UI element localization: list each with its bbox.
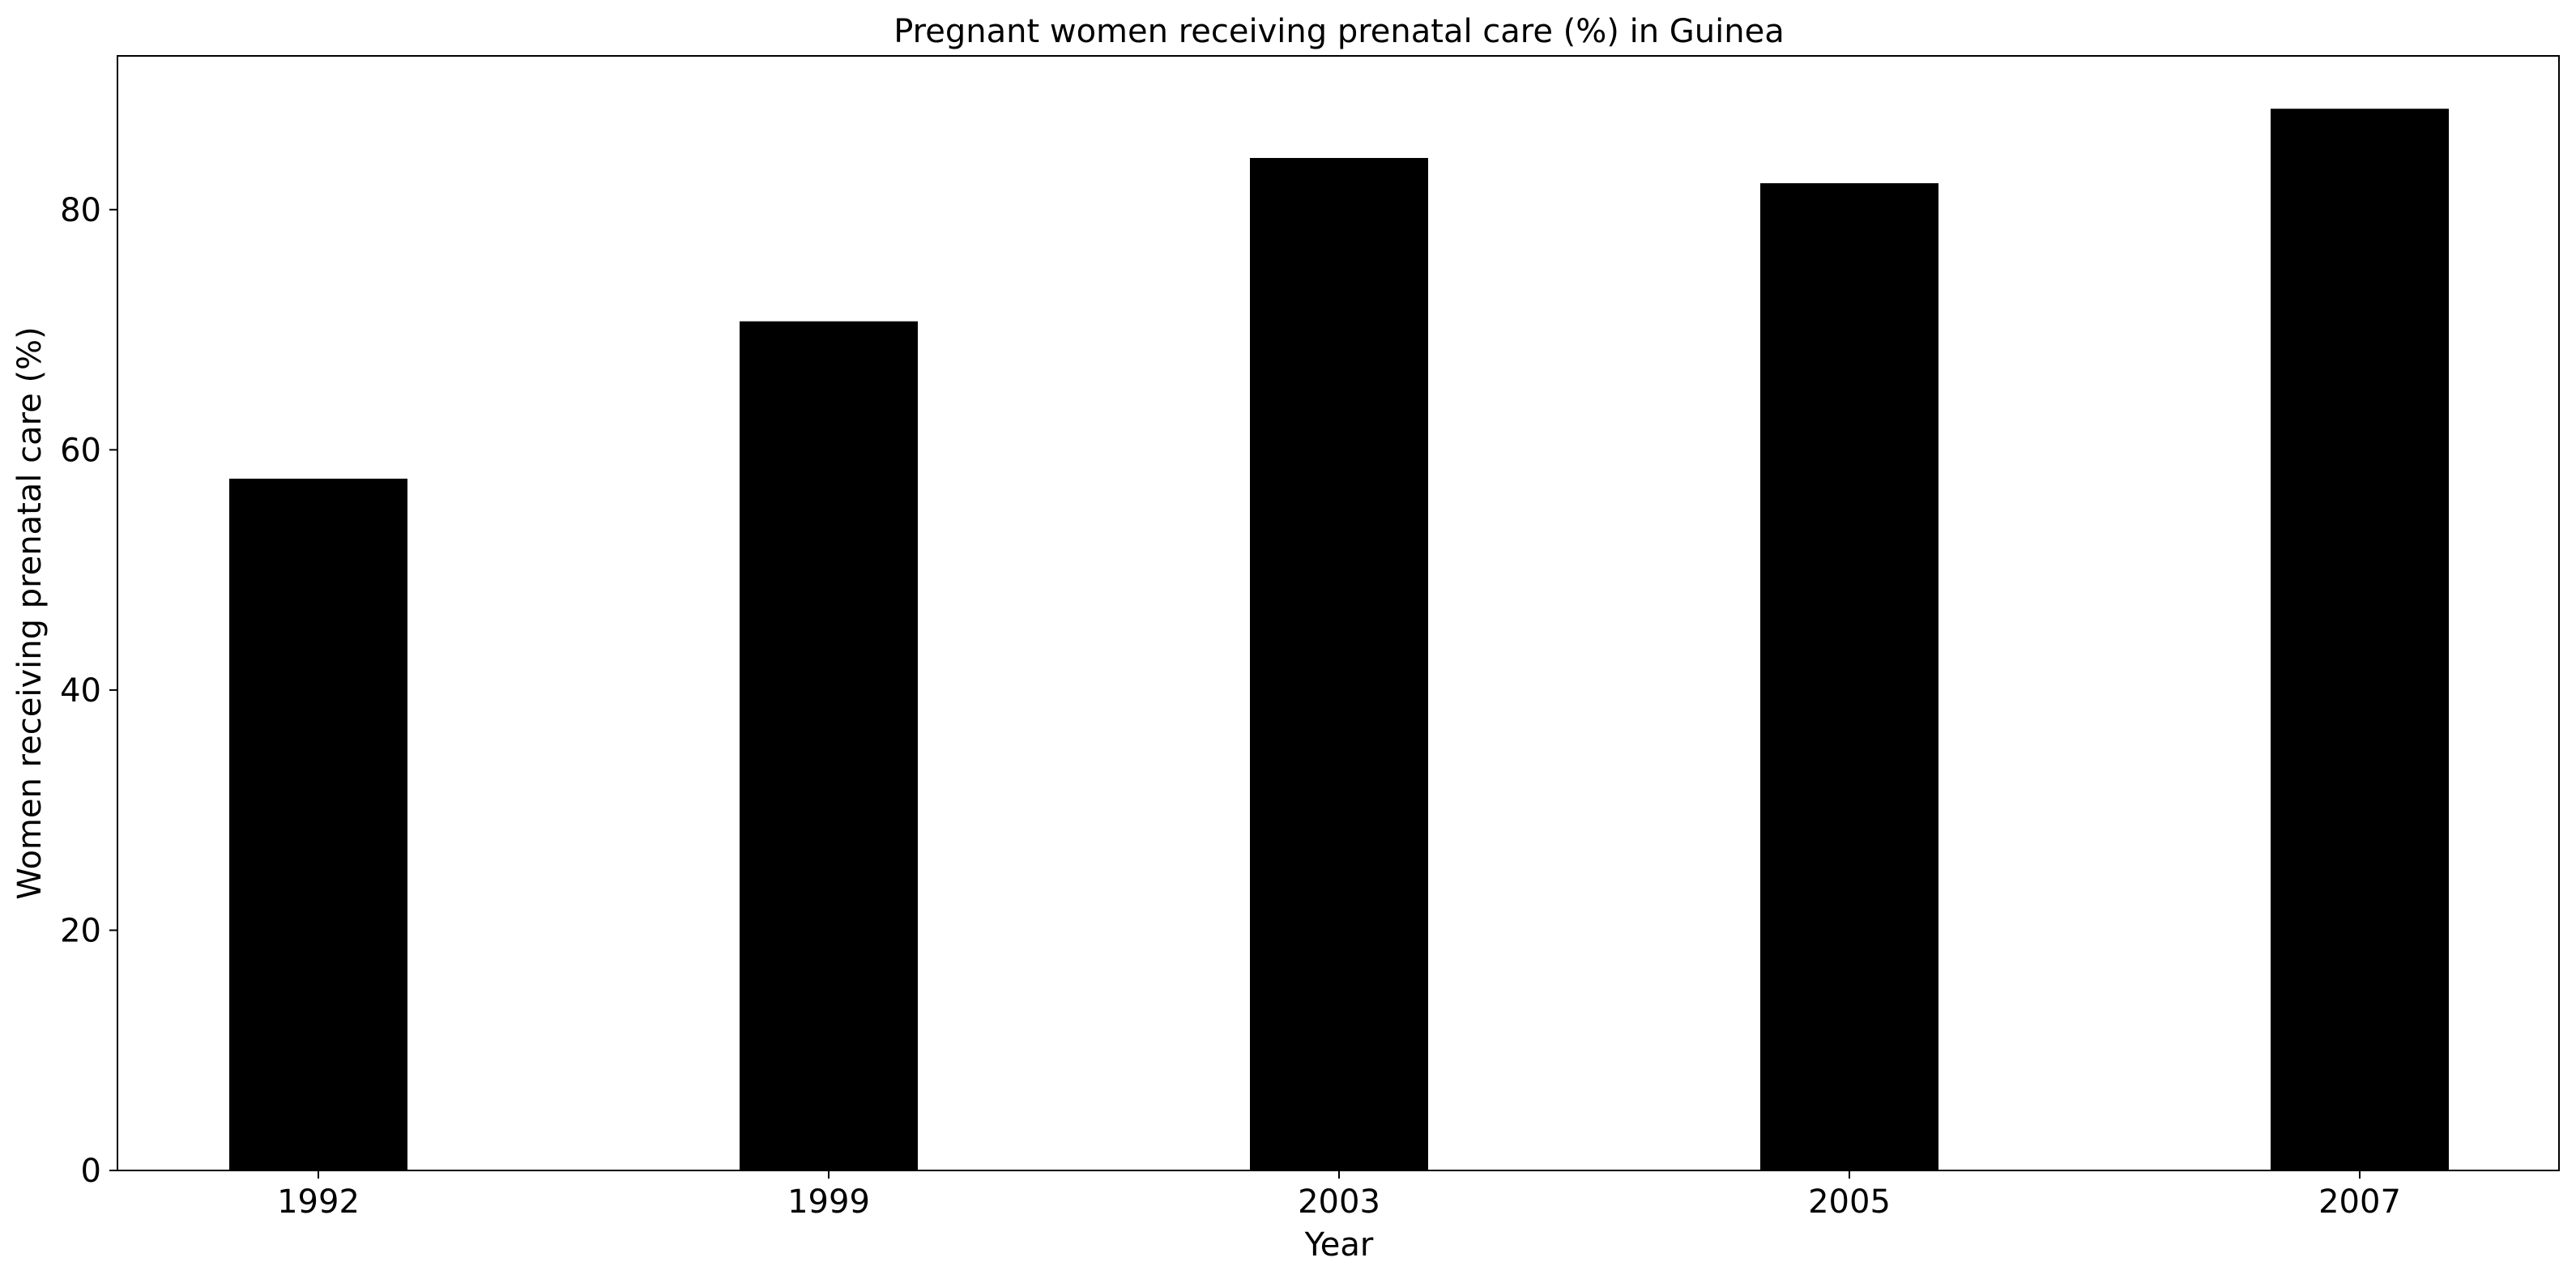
x-tick-label: 2007 [2318, 1183, 2401, 1221]
x-tick-label: 2005 [1808, 1183, 1891, 1221]
x-tick-label: 2003 [1298, 1183, 1380, 1221]
y-tick-label: 0 [81, 1153, 101, 1190]
x-axis-label: Year [1304, 1226, 1374, 1264]
bar-2005 [1760, 183, 1938, 1171]
bars-group [229, 109, 2449, 1171]
x-axis-ticks: 1992 1999 2003 2005 2007 [277, 1170, 2401, 1221]
y-tick-label: 80 [60, 192, 101, 229]
y-tick-label: 40 [60, 672, 101, 710]
y-axis-ticks: 0 20 40 60 80 [60, 192, 117, 1190]
x-tick-label: 1992 [277, 1183, 360, 1221]
plot-frame [117, 55, 2560, 1171]
bar-2003 [1250, 158, 1428, 1171]
bar-2007 [2271, 109, 2449, 1171]
y-axis-label: Women receiving prenatal care (%) [11, 326, 49, 900]
x-tick-label: 1999 [787, 1183, 870, 1221]
bar-1992 [229, 478, 407, 1170]
chart-title: Pregnant women receiving prenatal care (… [893, 13, 1784, 50]
y-tick-label: 20 [60, 912, 101, 949]
y-tick-label: 60 [60, 432, 101, 469]
bar-1999 [740, 321, 918, 1170]
